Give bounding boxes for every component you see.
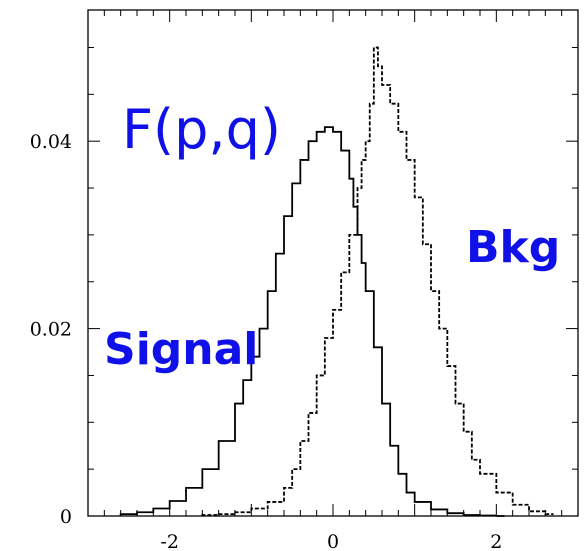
y-tick-label: 0.04 bbox=[30, 131, 72, 153]
annotations: F(p,q) Signal Bkg bbox=[104, 98, 560, 375]
y-tick-label: 0.02 bbox=[30, 319, 72, 341]
signal-label: Signal bbox=[104, 324, 258, 375]
formula-label: F(p,q) bbox=[122, 98, 281, 161]
axes bbox=[87, 9, 579, 517]
x-tick-label: 0 bbox=[327, 531, 339, 551]
tick-labels: -2 0 2 0 0.02 0.04 bbox=[30, 131, 503, 551]
series-group bbox=[119, 46, 554, 517]
signal-histogram bbox=[119, 126, 505, 517]
x-tick-label: 2 bbox=[490, 531, 502, 551]
x-tick-label: -2 bbox=[160, 531, 179, 551]
background-histogram bbox=[201, 46, 554, 516]
bkg-label: Bkg bbox=[466, 222, 560, 273]
y-tick-label: 0 bbox=[60, 506, 72, 528]
